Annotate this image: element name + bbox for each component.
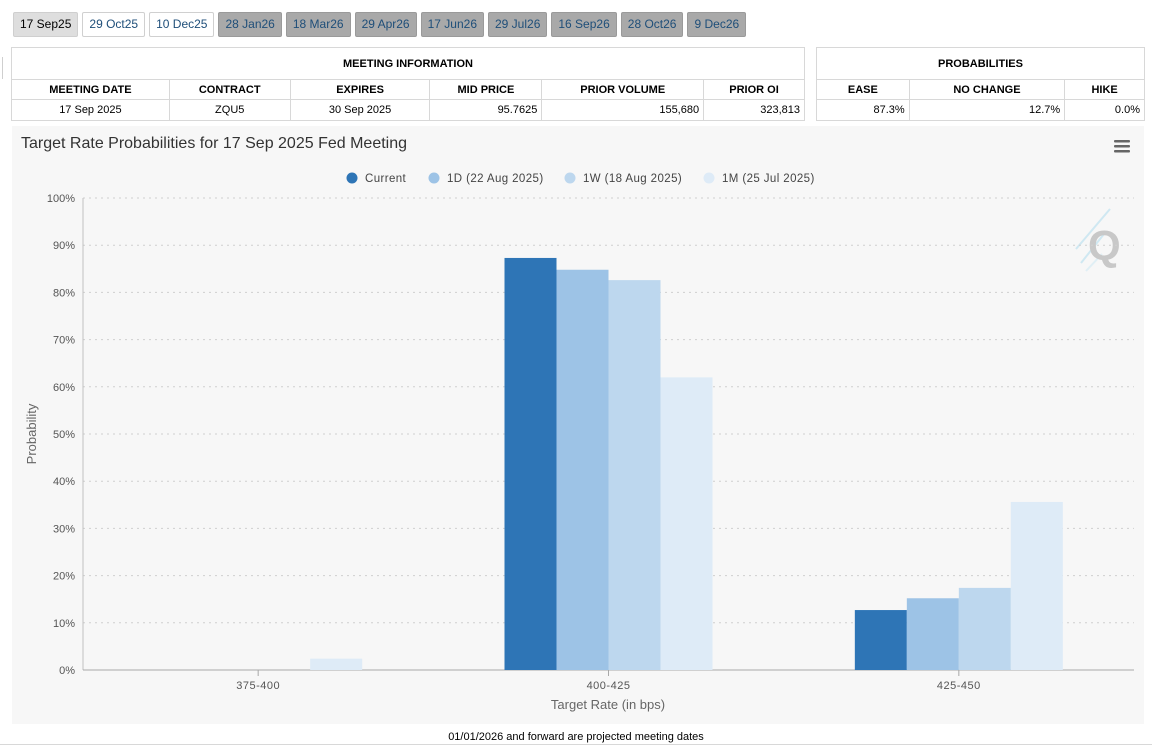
header-hike: HIKE: [1064, 79, 1145, 100]
hamburger-menu-icon[interactable]: [1112, 138, 1132, 156]
chart-panel: Target Rate Probabilities for 17 Sep 202…: [12, 126, 1144, 724]
bar-400-425-series-0[interactable]: [504, 257, 557, 670]
contract-value: ZQU5: [168, 99, 291, 121]
tab-29-jul26[interactable]: 29 Jul26: [488, 12, 548, 37]
meeting-tabs: 17 Sep25 29 Oct25 10 Dec25 28 Jan26 18 Mar26…: [13, 12, 747, 37]
tab-9-dec26[interactable]: 9 Dec26: [687, 12, 747, 37]
tab-18-mar26[interactable]: 18 Mar26: [285, 12, 351, 37]
bar-400-425-series-1[interactable]: [556, 269, 609, 670]
chart-title: Target Rate Probabilities for 17 Sep 202…: [21, 135, 407, 152]
legend-item-1[interactable]: 1D (22 Aug 2025): [428, 172, 544, 186]
meeting-information-table: MEETING INFORMATION MEETING DATE CONTRAC…: [11, 47, 805, 121]
footer-note: 01/01/2026 and forward are projected mee…: [448, 731, 704, 743]
x-tick-label: 400-425: [587, 680, 631, 692]
y-tick-label: 100%: [47, 193, 75, 205]
header-prior-oi: PRIOR OI: [703, 79, 805, 100]
y-tick-label: 10%: [53, 618, 75, 630]
mid-price-value: 95.7625: [429, 99, 543, 121]
legend-marker: [428, 172, 440, 184]
prior-oi-value: 323,813: [703, 99, 805, 121]
y-tick-label: 90%: [53, 240, 75, 252]
header-contract: CONTRACT: [168, 79, 291, 100]
bar-425-450-series-3[interactable]: [1010, 501, 1063, 670]
y-tick-label: 60%: [53, 382, 75, 394]
hike-value: 0.0%: [1064, 99, 1145, 121]
x-tick-label: 375-400: [236, 680, 280, 692]
y-tick-label: 30%: [53, 523, 75, 535]
legend-marker: [703, 172, 715, 184]
header-meeting-date: MEETING DATE: [11, 79, 170, 100]
side-marker: [0, 57, 3, 79]
header-no-change: NO CHANGE: [908, 79, 1066, 100]
y-tick-label: 0%: [59, 665, 75, 677]
y-tick-label: 50%: [53, 429, 75, 441]
tab-17-jun26[interactable]: 17 Jun26: [420, 12, 484, 37]
header-expires: EXPIRES: [289, 79, 431, 100]
header-mid-price: MID PRICE: [429, 79, 543, 100]
probabilities-table: PROBABILITIES EASE NO CHANGE HIKE 87.3% …: [816, 47, 1145, 121]
tab-28-jan26[interactable]: 28 Jan26: [218, 12, 282, 37]
bar-400-425-series-3[interactable]: [660, 377, 713, 670]
legend-marker: [346, 172, 358, 184]
header-prior-volume: PRIOR VOLUME: [541, 79, 705, 100]
bar-425-450-series-2[interactable]: [958, 587, 1011, 670]
tab-16-sep26[interactable]: 16 Sep26: [551, 12, 617, 37]
prior-volume-value: 155,680: [541, 99, 705, 121]
legend-label: 1W (18 Aug 2025): [583, 173, 682, 185]
bar-425-450-series-0[interactable]: [854, 610, 907, 670]
chart-legend: Current 1D (22 Aug 2025) 1W (18 Aug 2025) 1…: [346, 172, 815, 186]
header-ease: EASE: [816, 79, 910, 100]
y-tick-label: 40%: [53, 476, 75, 488]
q-logo-icon: Q: [1075, 208, 1121, 272]
y-axis-label: Probability: [24, 403, 39, 464]
legend-item-2[interactable]: 1W (18 Aug 2025): [564, 172, 683, 186]
bar-375-400-series-3[interactable]: [310, 658, 363, 670]
no-change-value: 12.7%: [908, 99, 1066, 121]
legend-marker: [564, 172, 576, 184]
tab-10-dec25[interactable]: 10 Dec25: [149, 12, 215, 37]
x-axis-label: Target Rate (in bps): [551, 697, 665, 712]
ease-value: 87.3%: [816, 99, 910, 121]
expires-value: 30 Sep 2025: [289, 99, 431, 121]
y-axis-ticks: 0% 10% 20% 30% 40% 50% 60% 70% 80% 90% 100%: [47, 193, 75, 677]
chart-bars: [310, 257, 1063, 670]
legend-label: Current: [365, 173, 407, 185]
legend-item-3[interactable]: 1M (25 Jul 2025): [703, 172, 815, 186]
x-axis-ticks: 375-400 400-425 425-450: [236, 670, 981, 692]
probability-chart: Target Rate Probabilities for 17 Sep 202…: [21, 135, 1134, 712]
probabilities-title: PROBABILITIES: [816, 47, 1145, 80]
tab-29-apr26[interactable]: 29 Apr26: [354, 12, 417, 37]
bar-400-425-series-2[interactable]: [608, 280, 661, 670]
bar-425-450-series-1[interactable]: [906, 598, 959, 670]
x-tick-label: 425-450: [937, 680, 981, 692]
meeting-date-value: 17 Sep 2025: [11, 99, 170, 121]
bottom-divider: [0, 744, 1152, 745]
table-row: 17 Sep 2025 ZQU5 30 Sep 2025 95.7625 155…: [11, 99, 805, 121]
legend-label: 1D (22 Aug 2025): [447, 173, 544, 185]
legend-label: 1M (25 Jul 2025): [722, 173, 815, 185]
legend-item-0[interactable]: Current: [346, 172, 407, 186]
meeting-information-title: MEETING INFORMATION: [11, 47, 805, 80]
tab-17-sep25[interactable]: 17 Sep25: [13, 12, 79, 37]
tab-28-oct26[interactable]: 28 Oct26: [620, 12, 684, 37]
y-tick-label: 70%: [53, 335, 75, 347]
y-tick-label: 80%: [53, 287, 75, 299]
table-row: 87.3% 12.7% 0.0%: [816, 99, 1145, 121]
y-tick-label: 20%: [53, 571, 75, 583]
tab-29-oct25[interactable]: 29 Oct25: [82, 12, 146, 37]
